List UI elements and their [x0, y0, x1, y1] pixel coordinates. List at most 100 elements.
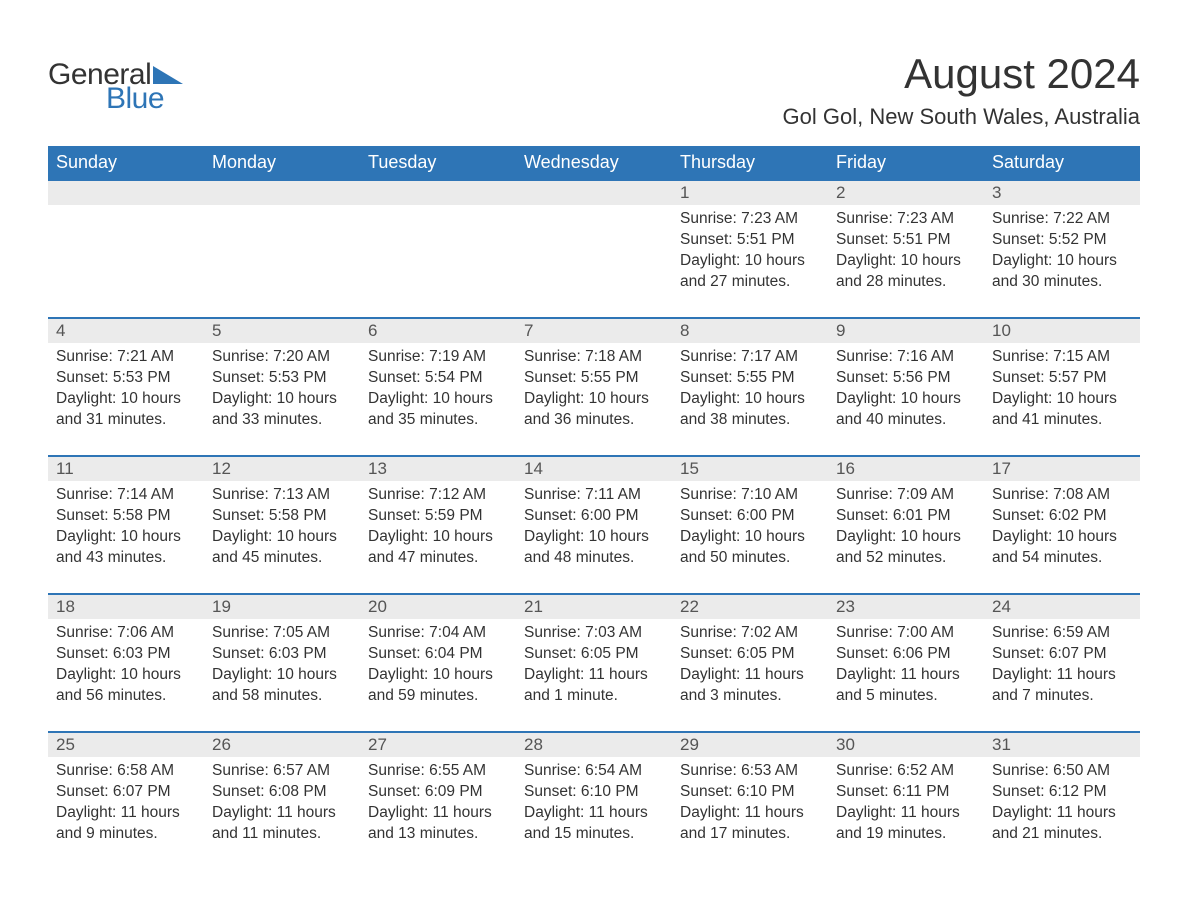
- calendar-day-cell: 5Sunrise: 7:20 AMSunset: 5:53 PMDaylight…: [204, 317, 360, 455]
- sunrise-line: Sunrise: 7:22 AM: [992, 209, 1132, 230]
- daylight-line: Daylight: 11 hours and 21 minutes.: [992, 803, 1132, 845]
- sunset-line: Sunset: 6:07 PM: [56, 782, 196, 803]
- day-details: Sunrise: 7:21 AMSunset: 5:53 PMDaylight:…: [48, 343, 204, 439]
- day-number-bar: 24: [984, 593, 1140, 619]
- day-details: Sunrise: 6:52 AMSunset: 6:11 PMDaylight:…: [828, 757, 984, 853]
- daylight-line: Daylight: 10 hours and 40 minutes.: [836, 389, 976, 431]
- day-details: Sunrise: 7:22 AMSunset: 5:52 PMDaylight:…: [984, 205, 1140, 301]
- sunrise-line: Sunrise: 7:13 AM: [212, 485, 352, 506]
- day-details: Sunrise: 7:18 AMSunset: 5:55 PMDaylight:…: [516, 343, 672, 439]
- day-details: Sunrise: 6:57 AMSunset: 6:08 PMDaylight:…: [204, 757, 360, 853]
- sunset-line: Sunset: 5:51 PM: [836, 230, 976, 251]
- day-details: Sunrise: 7:23 AMSunset: 5:51 PMDaylight:…: [672, 205, 828, 301]
- day-details: Sunrise: 7:16 AMSunset: 5:56 PMDaylight:…: [828, 343, 984, 439]
- daylight-line: Daylight: 10 hours and 50 minutes.: [680, 527, 820, 569]
- calendar-day-cell: 22Sunrise: 7:02 AMSunset: 6:05 PMDayligh…: [672, 593, 828, 731]
- day-details: Sunrise: 6:54 AMSunset: 6:10 PMDaylight:…: [516, 757, 672, 853]
- day-number-bar: 13: [360, 455, 516, 481]
- daylight-line: Daylight: 11 hours and 13 minutes.: [368, 803, 508, 845]
- day-details: Sunrise: 7:09 AMSunset: 6:01 PMDaylight:…: [828, 481, 984, 577]
- calendar-day-cell: 24Sunrise: 6:59 AMSunset: 6:07 PMDayligh…: [984, 593, 1140, 731]
- sunrise-line: Sunrise: 7:06 AM: [56, 623, 196, 644]
- sunset-line: Sunset: 6:08 PM: [212, 782, 352, 803]
- daylight-line: Daylight: 10 hours and 30 minutes.: [992, 251, 1132, 293]
- calendar-day-cell: 20Sunrise: 7:04 AMSunset: 6:04 PMDayligh…: [360, 593, 516, 731]
- location-text: Gol Gol, New South Wales, Australia: [783, 104, 1140, 130]
- sunrise-line: Sunrise: 7:15 AM: [992, 347, 1132, 368]
- calendar-day-cell: 7Sunrise: 7:18 AMSunset: 5:55 PMDaylight…: [516, 317, 672, 455]
- calendar-day-cell: 16Sunrise: 7:09 AMSunset: 6:01 PMDayligh…: [828, 455, 984, 593]
- calendar-day-cell: 9Sunrise: 7:16 AMSunset: 5:56 PMDaylight…: [828, 317, 984, 455]
- day-number-bar: 12: [204, 455, 360, 481]
- day-details: Sunrise: 7:06 AMSunset: 6:03 PMDaylight:…: [48, 619, 204, 715]
- day-number-bar: 19: [204, 593, 360, 619]
- day-number-bar: 2: [828, 179, 984, 205]
- sunset-line: Sunset: 5:55 PM: [680, 368, 820, 389]
- calendar-day-cell: [360, 179, 516, 317]
- sunrise-line: Sunrise: 6:50 AM: [992, 761, 1132, 782]
- sunset-line: Sunset: 6:04 PM: [368, 644, 508, 665]
- day-details: Sunrise: 7:19 AMSunset: 5:54 PMDaylight:…: [360, 343, 516, 439]
- sunrise-line: Sunrise: 7:03 AM: [524, 623, 664, 644]
- daylight-line: Daylight: 11 hours and 11 minutes.: [212, 803, 352, 845]
- sunrise-line: Sunrise: 7:17 AM: [680, 347, 820, 368]
- day-details: Sunrise: 6:53 AMSunset: 6:10 PMDaylight:…: [672, 757, 828, 853]
- weekday-header: Monday: [204, 146, 360, 179]
- calendar-day-cell: 18Sunrise: 7:06 AMSunset: 6:03 PMDayligh…: [48, 593, 204, 731]
- day-number-bar: 25: [48, 731, 204, 757]
- day-number-bar: 21: [516, 593, 672, 619]
- sunset-line: Sunset: 6:03 PM: [56, 644, 196, 665]
- day-details: Sunrise: 7:11 AMSunset: 6:00 PMDaylight:…: [516, 481, 672, 577]
- calendar-day-cell: [516, 179, 672, 317]
- daylight-line: Daylight: 11 hours and 9 minutes.: [56, 803, 196, 845]
- day-details: Sunrise: 7:03 AMSunset: 6:05 PMDaylight:…: [516, 619, 672, 715]
- sunrise-line: Sunrise: 7:20 AM: [212, 347, 352, 368]
- day-number-bar: 29: [672, 731, 828, 757]
- calendar-day-cell: 13Sunrise: 7:12 AMSunset: 5:59 PMDayligh…: [360, 455, 516, 593]
- day-number-bar: 17: [984, 455, 1140, 481]
- sunrise-line: Sunrise: 6:52 AM: [836, 761, 976, 782]
- sunrise-line: Sunrise: 6:57 AM: [212, 761, 352, 782]
- calendar-day-cell: [204, 179, 360, 317]
- daylight-line: Daylight: 10 hours and 38 minutes.: [680, 389, 820, 431]
- calendar-day-cell: 30Sunrise: 6:52 AMSunset: 6:11 PMDayligh…: [828, 731, 984, 869]
- day-details: Sunrise: 7:23 AMSunset: 5:51 PMDaylight:…: [828, 205, 984, 301]
- sunrise-line: Sunrise: 7:02 AM: [680, 623, 820, 644]
- day-details: Sunrise: 7:02 AMSunset: 6:05 PMDaylight:…: [672, 619, 828, 715]
- sunset-line: Sunset: 5:53 PM: [56, 368, 196, 389]
- daylight-line: Daylight: 11 hours and 1 minute.: [524, 665, 664, 707]
- calendar-day-cell: 17Sunrise: 7:08 AMSunset: 6:02 PMDayligh…: [984, 455, 1140, 593]
- weekday-header: Sunday: [48, 146, 204, 179]
- sunrise-line: Sunrise: 7:09 AM: [836, 485, 976, 506]
- calendar-day-cell: 3Sunrise: 7:22 AMSunset: 5:52 PMDaylight…: [984, 179, 1140, 317]
- sunset-line: Sunset: 5:53 PM: [212, 368, 352, 389]
- sunrise-line: Sunrise: 6:59 AM: [992, 623, 1132, 644]
- sunrise-line: Sunrise: 6:53 AM: [680, 761, 820, 782]
- calendar-day-cell: 12Sunrise: 7:13 AMSunset: 5:58 PMDayligh…: [204, 455, 360, 593]
- day-details: Sunrise: 7:00 AMSunset: 6:06 PMDaylight:…: [828, 619, 984, 715]
- day-number-bar: 10: [984, 317, 1140, 343]
- sunset-line: Sunset: 5:59 PM: [368, 506, 508, 527]
- calendar-day-cell: 1Sunrise: 7:23 AMSunset: 5:51 PMDaylight…: [672, 179, 828, 317]
- daylight-line: Daylight: 11 hours and 17 minutes.: [680, 803, 820, 845]
- calendar-day-cell: 23Sunrise: 7:00 AMSunset: 6:06 PMDayligh…: [828, 593, 984, 731]
- calendar-table: Sunday Monday Tuesday Wednesday Thursday…: [48, 146, 1140, 869]
- sunset-line: Sunset: 6:09 PM: [368, 782, 508, 803]
- calendar-day-cell: [48, 179, 204, 317]
- daylight-line: Daylight: 11 hours and 19 minutes.: [836, 803, 976, 845]
- daylight-line: Daylight: 10 hours and 33 minutes.: [212, 389, 352, 431]
- sunset-line: Sunset: 6:06 PM: [836, 644, 976, 665]
- sunrise-line: Sunrise: 7:18 AM: [524, 347, 664, 368]
- day-number-bar: 23: [828, 593, 984, 619]
- sunrise-line: Sunrise: 7:04 AM: [368, 623, 508, 644]
- sunset-line: Sunset: 6:10 PM: [524, 782, 664, 803]
- daylight-line: Daylight: 11 hours and 3 minutes.: [680, 665, 820, 707]
- day-details: Sunrise: 7:10 AMSunset: 6:00 PMDaylight:…: [672, 481, 828, 577]
- sunset-line: Sunset: 5:51 PM: [680, 230, 820, 251]
- sunset-line: Sunset: 5:52 PM: [992, 230, 1132, 251]
- page-title: August 2024: [783, 50, 1140, 98]
- day-number-bar: 28: [516, 731, 672, 757]
- day-details: Sunrise: 7:04 AMSunset: 6:04 PMDaylight:…: [360, 619, 516, 715]
- day-number-bar: 14: [516, 455, 672, 481]
- weekday-header: Thursday: [672, 146, 828, 179]
